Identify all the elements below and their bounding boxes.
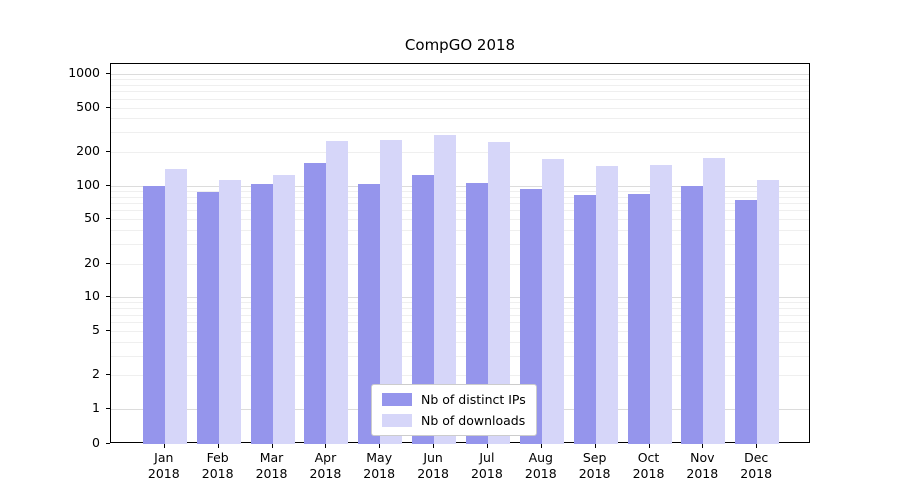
x-tick-mark <box>756 444 758 448</box>
bars-layer <box>111 64 809 444</box>
gridline <box>111 74 809 75</box>
gridline <box>111 196 809 198</box>
chart-title: CompGO 2018 <box>404 36 516 54</box>
gridline <box>111 375 809 377</box>
bar-downloads-jul <box>487 142 510 444</box>
legend-label-downloads: Nb of downloads <box>421 413 526 428</box>
gridline <box>111 91 809 93</box>
gridline <box>111 355 809 357</box>
y-tick-label: 500 <box>76 98 100 114</box>
bar-downloads-jan <box>164 169 187 444</box>
bar-downloads-apr <box>326 141 349 444</box>
legend-item-downloads: Nb of downloads <box>382 413 526 428</box>
y-tick-label: 10 <box>84 288 100 304</box>
bar-downloads-oct <box>649 165 672 444</box>
bar-downloads-nov <box>703 157 726 444</box>
x-tick-mark <box>379 444 381 448</box>
bar-downloads-sep <box>595 166 618 444</box>
gridline <box>111 132 809 134</box>
x-tick-mark <box>702 444 704 448</box>
x-tick-mark <box>163 444 165 448</box>
gridline <box>111 210 809 212</box>
x-tick-label-mar: Mar 2018 <box>255 450 288 482</box>
bar-distinct-ips-apr <box>304 162 327 444</box>
y-tick-label: 0 <box>92 435 100 450</box>
x-tick-label-jun: Jun 2018 <box>417 450 449 482</box>
bar-downloads-mar <box>272 174 295 444</box>
bar-distinct-ips-jul <box>465 183 488 444</box>
y-tick-label: 1000 <box>68 65 100 80</box>
legend-item-distinct-ips: Nb of distinct IPs <box>382 392 526 407</box>
y-tick-label: 1 <box>92 400 100 415</box>
bar-distinct-ips-sep <box>573 195 596 444</box>
gridline <box>111 330 809 332</box>
y-tick-label: 200 <box>76 143 100 159</box>
bar-downloads-dec <box>757 180 780 444</box>
gridline <box>111 322 809 324</box>
x-tick-mark <box>325 444 327 448</box>
x-tick-label-nov: Nov 2018 <box>686 450 719 482</box>
legend-swatch-downloads <box>382 414 412 427</box>
gridline <box>111 203 809 204</box>
y-tick-label: 50 <box>84 210 100 226</box>
gridline <box>111 190 809 192</box>
gridline <box>111 79 809 81</box>
y-tick-label: 2 <box>92 366 100 382</box>
y-tick-mark <box>106 443 110 444</box>
gridline <box>111 118 809 120</box>
bar-distinct-ips-feb <box>196 191 219 444</box>
bar-distinct-ips-oct <box>627 193 650 444</box>
x-tick-mark <box>648 444 650 448</box>
bar-downloads-may <box>380 140 403 444</box>
gridline <box>111 341 809 343</box>
gridline <box>111 297 809 299</box>
x-tick-mark <box>540 444 542 448</box>
gridline <box>111 308 809 310</box>
bar-distinct-ips-aug <box>519 189 542 444</box>
gridline <box>111 244 809 246</box>
bar-distinct-ips-dec <box>735 200 758 444</box>
x-tick-mark <box>594 444 596 448</box>
x-tick-mark <box>486 444 488 448</box>
bar-distinct-ips-mar <box>250 184 273 444</box>
bar-distinct-ips-may <box>358 184 381 444</box>
bar-distinct-ips-jan <box>142 185 165 444</box>
gridline <box>111 98 809 100</box>
gridline <box>111 263 809 265</box>
x-tick-mark <box>271 444 273 448</box>
legend: Nb of distinct IPs Nb of downloads <box>371 384 537 436</box>
gridline <box>111 107 809 109</box>
bar-downloads-feb <box>218 180 241 444</box>
x-tick-label-aug: Aug 2018 <box>524 450 557 482</box>
x-tick-mark <box>217 444 219 448</box>
x-tick-label-apr: Apr 2018 <box>309 450 342 482</box>
bar-distinct-ips-nov <box>681 185 704 444</box>
bar-distinct-ips-jun <box>412 174 435 444</box>
gridline <box>111 230 809 232</box>
x-tick-label-dec: Dec 2018 <box>740 450 773 482</box>
y-tick-label: 100 <box>76 176 100 192</box>
bar-downloads-aug <box>541 158 564 444</box>
x-tick-label-jan: Jan 2018 <box>147 450 180 482</box>
legend-swatch-distinct-ips <box>382 393 412 406</box>
gridline <box>111 84 809 86</box>
legend-label-distinct-ips: Nb of distinct IPs <box>421 392 526 407</box>
x-tick-label-jul: Jul 2018 <box>470 450 503 482</box>
gridline <box>111 314 809 316</box>
x-tick-label-oct: Oct 2018 <box>632 450 665 482</box>
gridline <box>111 185 809 187</box>
x-tick-label-may: May 2018 <box>363 450 396 482</box>
x-tick-mark <box>433 444 435 448</box>
gridline <box>111 152 809 154</box>
gridline <box>111 302 809 304</box>
gridline <box>111 219 809 221</box>
plot-area: Nb of distinct IPs Nb of downloads <box>110 63 810 444</box>
x-tick-label-sep: Sep 2018 <box>578 450 611 482</box>
bar-downloads-jun <box>434 134 457 444</box>
y-tick-label: 20 <box>84 254 100 270</box>
y-tick-label: 5 <box>92 321 100 337</box>
x-tick-label-feb: Feb 2018 <box>201 450 234 482</box>
grid-layer <box>111 64 809 442</box>
